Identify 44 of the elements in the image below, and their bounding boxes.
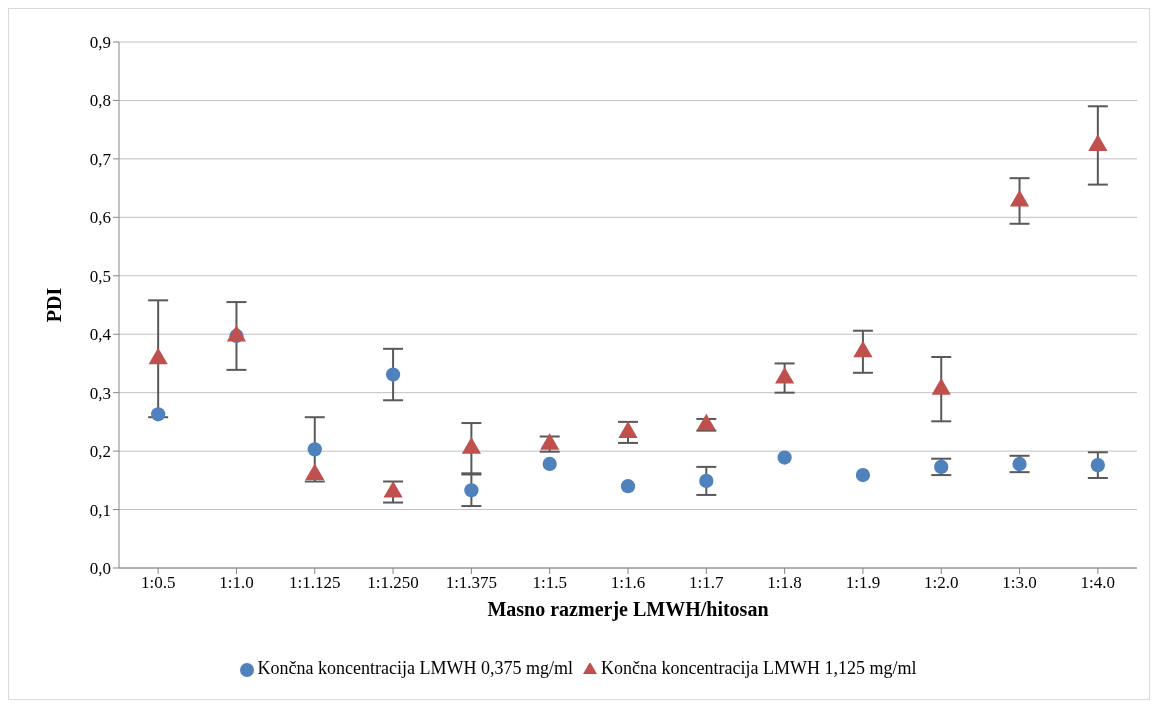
point [699,473,714,489]
y-tick-label: 0,1 [89,500,111,520]
x-tick-label: 1:1.250 [367,573,419,593]
legend-label: Končna koncentracija LMWH 0,375 mg/ml [257,658,573,678]
point [464,483,479,498]
x-axis-title: Masno razmerje LMWH/hitosan [487,598,769,621]
x-tick-label: 1:4.0 [1080,573,1116,593]
point [1009,189,1030,207]
y-tick-label: 0,6 [89,208,111,228]
y-tick-label: 0,9 [89,33,111,53]
x-tick-label: 1:0.5 [140,573,176,593]
x-tick-label: 1:1.0 [219,573,254,593]
y-tick-label: 0,0 [89,559,111,579]
x-tick-label: 1:1.7 [689,573,725,593]
x-tick-label: 1:1.9 [845,573,881,593]
point [855,467,871,483]
point [151,407,166,422]
point [542,456,557,472]
x-tick-label: 1:1.5 [532,573,567,593]
point [226,324,247,342]
x-tick-label: 1:1.125 [289,573,341,593]
point [931,378,951,395]
point [853,340,873,358]
legend-label: Končna koncentracija LMWH 1,125 mg/ml [601,658,917,678]
y-tick-label: 0,5 [89,266,111,286]
x-tick-label: 1:1.375 [445,573,498,593]
x-tick-label: 1:1.6 [610,573,646,593]
y-axis-title: PDI [43,287,66,323]
point [307,442,322,457]
y-tick-label: 0,7 [89,149,112,169]
y-tick-label: 0,2 [89,442,111,462]
point [775,366,795,384]
point [1090,458,1105,473]
point [620,479,636,494]
point [777,450,792,465]
x-tick-label: 1:2.0 [923,573,959,593]
point [1088,134,1108,151]
point [148,347,168,365]
x-tick-label: 1:3.0 [1002,573,1037,593]
y-tick-label: 0,8 [89,91,111,111]
y-tick-label: 0,4 [89,325,112,345]
y-tick-label: 0,3 [89,383,111,403]
x-tick-label: 1:1.8 [767,573,802,593]
point [385,367,401,382]
